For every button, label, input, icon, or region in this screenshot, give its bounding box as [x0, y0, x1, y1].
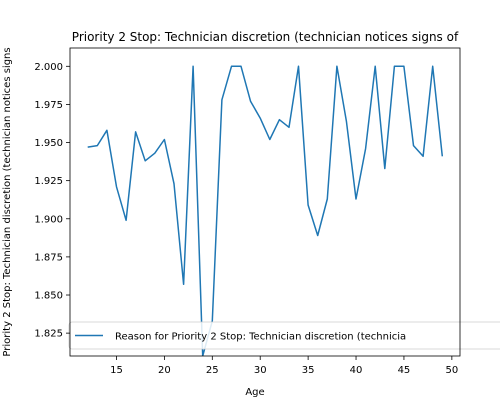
y-axis-label: Priority 2 Stop: Technician discretion (…	[2, 47, 13, 356]
x-tick-label: 15	[110, 365, 123, 376]
x-tick-label: 35	[302, 365, 315, 376]
data-point	[384, 168, 385, 169]
y-tick-label: 2.000	[34, 62, 63, 73]
data-point	[365, 148, 366, 149]
y-tick-label: 1.900	[34, 214, 63, 225]
data-point	[154, 153, 155, 154]
y-tick-label: 1.925	[34, 176, 63, 187]
data-point	[221, 99, 222, 100]
data-point	[346, 121, 347, 122]
data-point	[375, 66, 376, 67]
data-point	[260, 118, 261, 119]
data-point	[413, 145, 414, 146]
data-point	[269, 139, 270, 140]
x-tick-label: 45	[398, 365, 411, 376]
data-point	[97, 145, 98, 146]
data-point	[145, 160, 146, 161]
series-line	[87, 65, 444, 356]
data-point	[193, 66, 194, 67]
data-point	[116, 186, 117, 187]
data-point	[394, 66, 395, 67]
data-point	[173, 183, 174, 184]
data-point	[212, 320, 213, 321]
data-point	[126, 220, 127, 221]
data-point	[423, 156, 424, 157]
y-tick-label: 1.950	[34, 138, 63, 149]
data-point	[87, 147, 88, 148]
data-point	[336, 66, 337, 67]
data-point	[288, 127, 289, 128]
x-tick-label: 30	[254, 365, 267, 376]
data-point	[355, 198, 356, 199]
data-point	[240, 66, 241, 67]
y-tick-label: 1.825	[34, 329, 63, 340]
data-point	[135, 131, 136, 132]
data-point	[106, 130, 107, 131]
plot-frame	[69, 47, 461, 357]
data-point	[442, 156, 443, 157]
y-tick-label: 1.975	[34, 100, 63, 111]
data-point	[279, 119, 280, 120]
y-tick-label: 1.850	[34, 291, 63, 302]
legend-box	[68, 321, 500, 350]
data-point	[183, 284, 184, 285]
x-axis-label: Age	[245, 387, 264, 398]
x-tick-label: 25	[206, 365, 219, 376]
data-point	[327, 198, 328, 199]
y-tick-label: 1.875	[34, 252, 63, 263]
data-point	[231, 66, 232, 67]
data-point	[164, 139, 165, 140]
data-point	[250, 101, 251, 102]
data-point	[317, 235, 318, 236]
x-tick-label: 20	[158, 365, 171, 376]
legend-label: Reason for Priority 2 Stop: Technician d…	[115, 332, 406, 343]
x-tick-label: 40	[350, 365, 363, 376]
data-point	[432, 66, 433, 67]
data-point	[308, 204, 309, 205]
data-point	[298, 66, 299, 67]
data-point	[403, 66, 404, 67]
chart-title: Priority 2 Stop: Technician discretion (…	[72, 30, 459, 44]
x-tick-label: 50	[445, 365, 458, 376]
